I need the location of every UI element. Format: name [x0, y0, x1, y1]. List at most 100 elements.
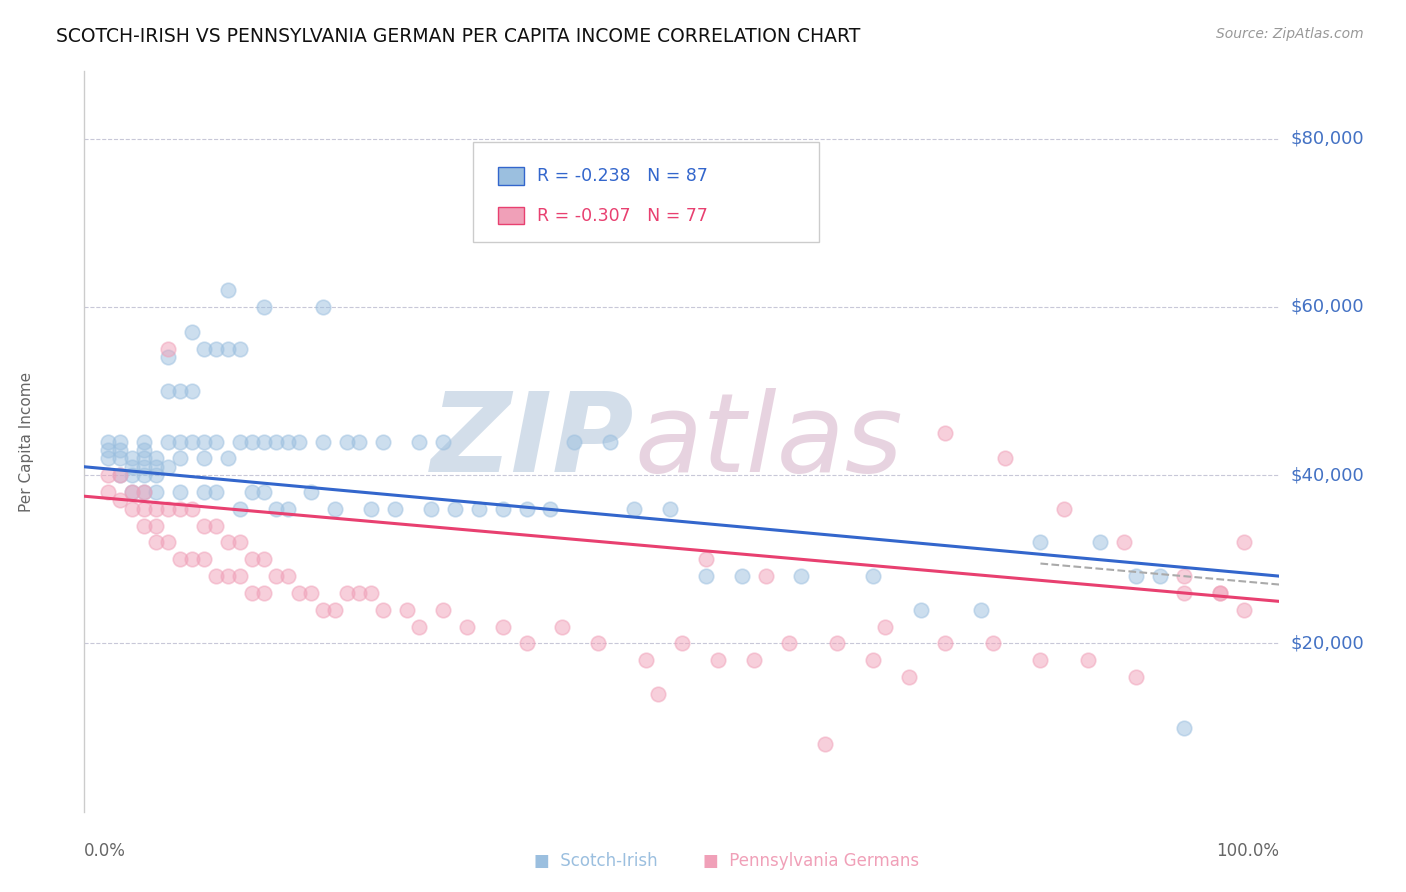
- Point: [97, 468, 120, 483]
- Point: [588, 636, 610, 650]
- Point: [301, 586, 323, 600]
- Point: [229, 342, 252, 356]
- Point: [157, 459, 180, 474]
- Point: [994, 451, 1017, 466]
- Point: [277, 501, 299, 516]
- Text: SCOTCH-IRISH VS PENNSYLVANIA GERMAN PER CAPITA INCOME CORRELATION CHART: SCOTCH-IRISH VS PENNSYLVANIA GERMAN PER …: [56, 27, 860, 45]
- Point: [492, 501, 515, 516]
- Point: [132, 485, 156, 500]
- Point: [217, 342, 239, 356]
- Point: [132, 451, 156, 466]
- Point: [229, 535, 252, 549]
- Point: [862, 569, 884, 583]
- Point: [408, 434, 430, 449]
- Point: [360, 586, 382, 600]
- Point: [97, 451, 120, 466]
- Point: [1173, 586, 1195, 600]
- Point: [157, 384, 180, 398]
- Point: [253, 552, 276, 566]
- Point: [145, 468, 167, 483]
- Text: 100.0%: 100.0%: [1216, 842, 1279, 860]
- Point: [110, 434, 132, 449]
- Point: [312, 434, 335, 449]
- Point: [516, 501, 538, 516]
- Point: [110, 442, 132, 457]
- Point: [121, 451, 143, 466]
- Point: [97, 434, 120, 449]
- Point: [169, 384, 191, 398]
- Point: [444, 501, 467, 516]
- Point: [373, 603, 395, 617]
- Point: [360, 501, 382, 516]
- Point: [193, 451, 215, 466]
- Point: [1149, 569, 1171, 583]
- Point: [217, 569, 239, 583]
- Point: [121, 485, 143, 500]
- Point: [97, 442, 120, 457]
- Point: [193, 518, 215, 533]
- Point: [384, 501, 406, 516]
- Point: [157, 342, 180, 356]
- Point: [790, 569, 813, 583]
- Point: [1029, 653, 1052, 667]
- Point: [121, 459, 143, 474]
- Point: [181, 325, 204, 339]
- Point: [253, 485, 276, 500]
- Point: [432, 434, 454, 449]
- Text: R = -0.238   N = 87: R = -0.238 N = 87: [537, 168, 709, 186]
- Point: [695, 569, 717, 583]
- Point: [288, 586, 311, 600]
- Point: [229, 569, 252, 583]
- Point: [301, 485, 323, 500]
- Point: [755, 569, 778, 583]
- Point: [1173, 569, 1195, 583]
- Point: [205, 485, 228, 500]
- Point: [742, 653, 765, 667]
- Text: ■  Pennsylvania Germans: ■ Pennsylvania Germans: [703, 852, 920, 870]
- Point: [110, 468, 132, 483]
- Point: [277, 569, 299, 583]
- Point: [420, 501, 443, 516]
- Point: [540, 501, 562, 516]
- Text: 0.0%: 0.0%: [84, 842, 127, 860]
- Point: [240, 485, 263, 500]
- Point: [229, 434, 252, 449]
- Point: [193, 434, 215, 449]
- Point: [468, 501, 491, 516]
- Point: [814, 738, 837, 752]
- Point: [1029, 535, 1052, 549]
- Point: [181, 434, 204, 449]
- Point: [264, 569, 287, 583]
- Point: [277, 434, 299, 449]
- Point: [132, 434, 156, 449]
- Point: [145, 518, 167, 533]
- Point: [636, 653, 658, 667]
- Point: [934, 426, 956, 441]
- Point: [1125, 670, 1147, 684]
- Point: [240, 552, 263, 566]
- Point: [145, 451, 167, 466]
- Point: [110, 468, 132, 483]
- Point: [456, 619, 478, 633]
- Point: [97, 485, 120, 500]
- FancyBboxPatch shape: [498, 207, 524, 225]
- Point: [1233, 535, 1256, 549]
- Point: [1114, 535, 1136, 549]
- Point: [981, 636, 1004, 650]
- Point: [157, 351, 180, 365]
- Point: [169, 485, 191, 500]
- Point: [169, 501, 191, 516]
- Point: [1233, 603, 1256, 617]
- Point: [325, 603, 347, 617]
- Point: [599, 434, 621, 449]
- Text: $80,000: $80,000: [1291, 129, 1364, 148]
- Point: [145, 485, 167, 500]
- Point: [408, 619, 430, 633]
- Point: [132, 518, 156, 533]
- Point: [240, 434, 263, 449]
- Text: ■  Scotch-Irish: ■ Scotch-Irish: [534, 852, 658, 870]
- Point: [707, 653, 730, 667]
- Point: [312, 300, 335, 314]
- Point: [970, 603, 993, 617]
- Point: [396, 603, 419, 617]
